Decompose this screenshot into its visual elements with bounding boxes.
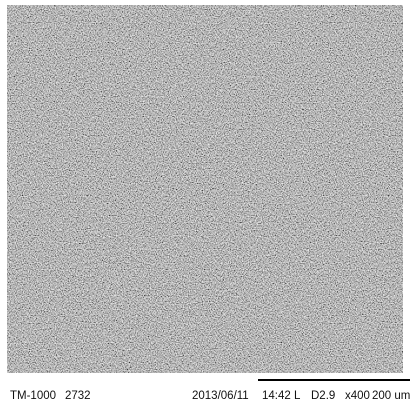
micrograph-fibers bbox=[7, 5, 403, 373]
magnification: x400 bbox=[345, 390, 370, 402]
scale-label: 200 um bbox=[372, 390, 410, 402]
instrument: TM-1000 bbox=[10, 390, 56, 402]
working-distance: D2.9 bbox=[311, 390, 335, 402]
time: 14:42 bbox=[262, 390, 291, 402]
image-number: 2732 bbox=[65, 390, 91, 402]
date: 2013/06/11 bbox=[192, 390, 249, 402]
mode: L bbox=[294, 390, 301, 402]
